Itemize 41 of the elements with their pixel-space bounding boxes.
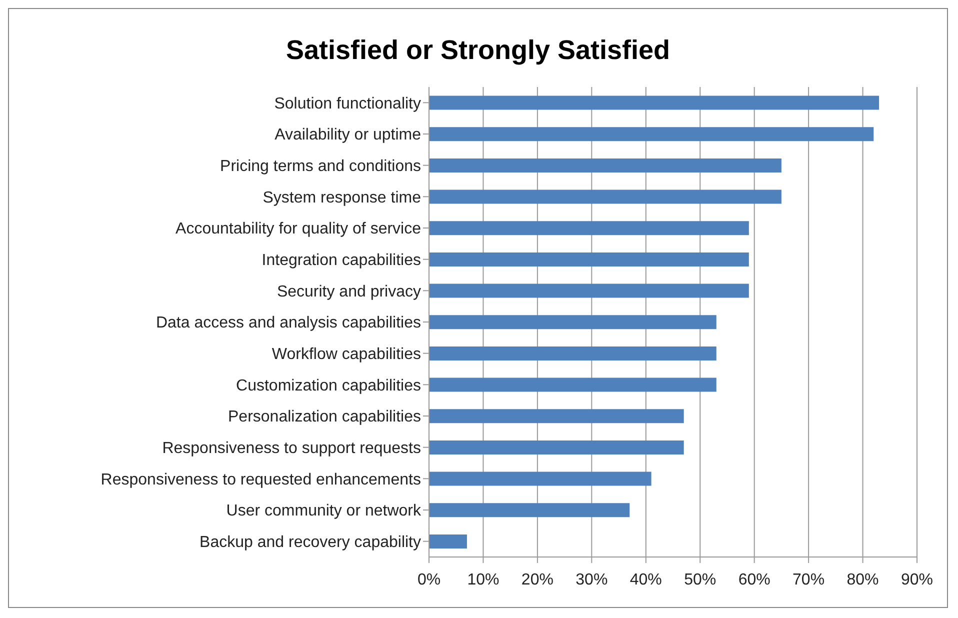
bar xyxy=(429,409,684,424)
y-tick-label: Personalization capabilities xyxy=(228,408,421,426)
y-tick-label: Pricing terms and conditions xyxy=(220,158,421,176)
bar xyxy=(429,534,467,548)
bar xyxy=(429,96,880,110)
x-tick-label: 30% xyxy=(576,571,608,588)
y-tick-label: Backup and recovery capability xyxy=(200,534,421,552)
bar xyxy=(429,158,782,172)
x-tick-label: 40% xyxy=(630,571,662,588)
bar xyxy=(429,315,716,330)
bar xyxy=(429,127,874,142)
y-tick-label: Integration capabilities xyxy=(262,252,421,270)
bar xyxy=(429,221,749,236)
y-tick-label: Data access and analysis capabilities xyxy=(156,314,421,332)
bar xyxy=(429,503,630,518)
y-tick-label: Workflow capabilities xyxy=(272,346,421,364)
x-tick-label: 20% xyxy=(521,571,554,588)
x-tick-label: 60% xyxy=(738,571,770,588)
y-tick-label: Security and privacy xyxy=(276,283,421,300)
x-tick-label: 10% xyxy=(467,571,500,588)
bar xyxy=(429,346,716,360)
y-tick-label: System response time xyxy=(262,189,422,206)
bar xyxy=(429,252,749,266)
y-tick-label: Availability or uptime xyxy=(274,126,422,144)
y-tick-label: Responsiveness to support requests xyxy=(162,440,421,458)
bar xyxy=(429,284,749,298)
y-tick-label: User community or network xyxy=(226,502,422,520)
x-tick-label: 50% xyxy=(684,571,716,588)
x-tick-label: 90% xyxy=(900,571,934,588)
x-tick-label: 0% xyxy=(417,571,441,588)
x-tick-label: 80% xyxy=(846,571,879,588)
y-tick-label: Customization capabilities xyxy=(236,377,421,394)
x-tick-label: 70% xyxy=(792,571,825,588)
bar xyxy=(429,378,716,392)
y-tick-label: Responsiveness to requested enhancements xyxy=(100,471,421,488)
y-tick-label: Accountability for quality of service xyxy=(176,220,422,238)
y-tick-label: Solution functionality xyxy=(274,95,421,112)
bar xyxy=(429,472,652,486)
chart-title: Satisfied or Strongly Satisfied xyxy=(284,34,672,67)
bar xyxy=(429,190,782,204)
bar xyxy=(429,440,684,454)
